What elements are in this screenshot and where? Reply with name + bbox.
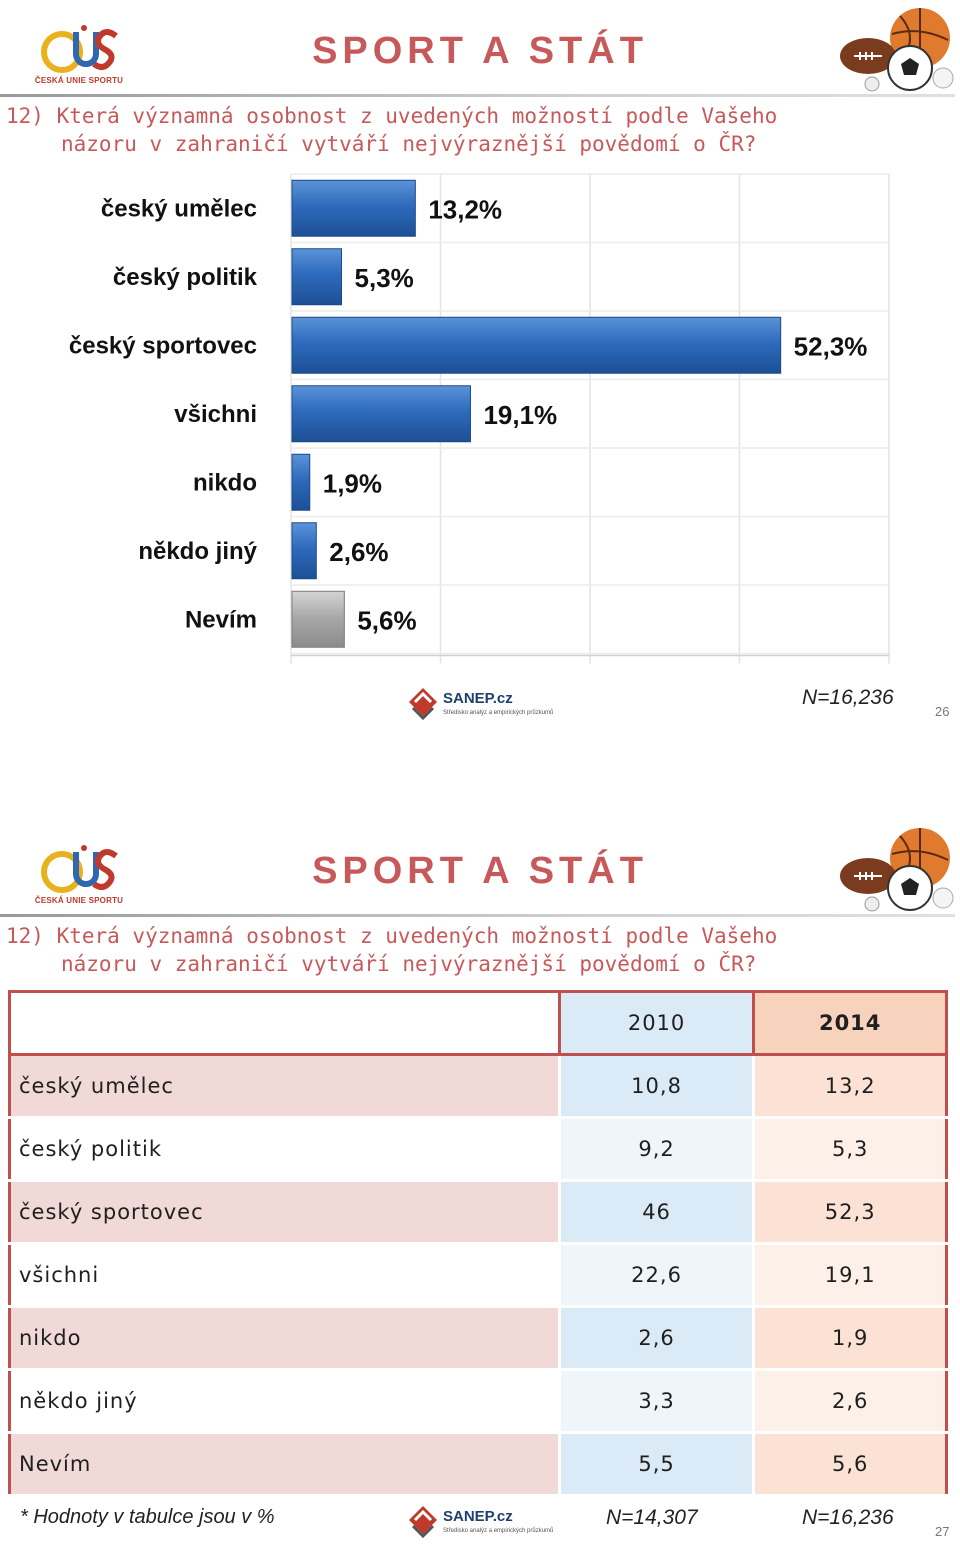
- chart-gridlines: [290, 173, 890, 664]
- slide-27: ČESKÁ UNIE SPORTU SPORT A STÁT 12) Která…: [0, 820, 960, 1542]
- sanep-logo: SANEP.cz Středisko analýz a empirických …: [405, 1502, 555, 1544]
- bar: [291, 453, 311, 511]
- data-label: 2,6%: [329, 537, 388, 567]
- category-label: někdo jiný: [138, 538, 257, 565]
- row-label: český politik: [9, 1117, 561, 1182]
- data-label: 52,3%: [794, 331, 868, 361]
- bar: [291, 522, 317, 580]
- bar: [291, 316, 782, 374]
- value-2010: 22,6: [559, 1243, 756, 1308]
- row-label: nikdo: [9, 1306, 561, 1371]
- sanep-logo: SANEP.cz Středisko analýz a empirických …: [405, 684, 555, 726]
- value-2014: 5,3: [753, 1117, 947, 1182]
- table-header-2010: 2010: [559, 991, 756, 1056]
- row-label: všichni: [9, 1243, 561, 1308]
- table-row: český sportovec 46 52,3: [9, 1180, 947, 1245]
- category-label: český politik: [113, 264, 258, 291]
- value-2010: 46: [559, 1180, 756, 1245]
- value-2014: 52,3: [753, 1180, 947, 1245]
- value-2014: 13,2: [753, 1054, 947, 1119]
- sample-size-note: N=16,236: [802, 686, 894, 709]
- question-line-2: názoru v zahraničí vytváří nejvýraznější…: [61, 952, 757, 976]
- slide-26: ČESKÁ UNIE SPORTU SPORT A STÁT 12) Která…: [0, 0, 960, 740]
- ceska-unie-sportu-logo: ČESKÁ UNIE SPORTU: [34, 840, 124, 908]
- bar: [291, 179, 416, 237]
- row-label: Nevím: [9, 1432, 561, 1497]
- question-line-1: 12) Která významná osobnost z uvedených …: [6, 104, 778, 128]
- value-2014: 2,6: [753, 1369, 947, 1434]
- sports-balls-icon: [840, 826, 955, 912]
- question-line-2: názoru v zahraničí vytváří nejvýraznější…: [61, 132, 757, 156]
- bar: [291, 248, 343, 306]
- sample-size-2010: N=14,307: [606, 1506, 698, 1529]
- ceska-unie-sportu-logo: ČESKÁ UNIE SPORTU: [34, 20, 124, 88]
- sanep-logo-text: SANEP.cz: [443, 1508, 513, 1525]
- value-2010: 2,6: [559, 1306, 756, 1371]
- data-label: 5,6%: [357, 605, 416, 635]
- table-footnote: * Hodnoty v tabulce jsou v %: [20, 1506, 275, 1528]
- sanep-logo-subtitle: Středisko analýz a empirických průzkumů: [443, 710, 554, 716]
- table-header-2014: 2014: [753, 991, 947, 1056]
- chart-data-labels: 13,2% 5,3% 52,3% 19,1% 1,9% 2,6% 5,6%: [323, 194, 868, 635]
- table-row: český politik 9,2 5,3: [9, 1117, 947, 1182]
- value-2014: 1,9: [753, 1306, 947, 1371]
- question-line-1: 12) Která významná osobnost z uvedených …: [6, 924, 778, 948]
- slide-title: SPORT A STÁT: [312, 850, 648, 892]
- value-2014: 5,6: [753, 1432, 947, 1497]
- data-label: 13,2%: [428, 194, 502, 224]
- sports-balls-icon: [840, 6, 955, 92]
- bar: [291, 385, 471, 443]
- data-label: 19,1%: [483, 400, 557, 430]
- category-label: nikdo: [193, 469, 257, 496]
- category-label: Nevím: [185, 606, 257, 633]
- sanep-mark-icon: [409, 688, 437, 721]
- value-2010: 5,5: [559, 1432, 756, 1497]
- value-2010: 9,2: [559, 1117, 756, 1182]
- sanep-mark-icon: [409, 1506, 437, 1539]
- table-row: nikdo 2,6 1,9: [9, 1306, 947, 1371]
- chart-bars: [291, 179, 782, 648]
- table-header-row: 2010 2014: [9, 991, 947, 1056]
- category-label: všichni: [174, 401, 257, 428]
- question-text: 12) Která významná osobnost z uvedených …: [6, 102, 936, 158]
- bar: [291, 590, 345, 648]
- category-label: český umělec: [101, 195, 257, 222]
- page-number: 27: [935, 1524, 950, 1539]
- table-row: někdo jiný 3,3 2,6: [9, 1369, 947, 1434]
- table-header-blank: [9, 991, 561, 1056]
- category-label: český sportovec: [69, 332, 257, 359]
- row-label: český umělec: [9, 1054, 561, 1119]
- comparison-table: 2010 2014 český umělec 10,8 13,2 český p…: [8, 990, 948, 1497]
- table-row: všichni 22,6 19,1: [9, 1243, 947, 1308]
- row-label: někdo jiný: [9, 1369, 561, 1434]
- cus-emblem-icon: [41, 25, 118, 73]
- data-label: 5,3%: [355, 263, 414, 293]
- sample-size-2014: N=16,236: [802, 1506, 894, 1529]
- table-row: český umělec 10,8 13,2: [9, 1054, 947, 1119]
- cus-emblem-icon: [41, 845, 118, 893]
- logo-caption: ČESKÁ UNIE SPORTU: [34, 76, 124, 85]
- value-2010: 3,3: [559, 1369, 756, 1434]
- row-label: český sportovec: [9, 1180, 561, 1245]
- data-label: 1,9%: [323, 468, 382, 498]
- sanep-logo-subtitle: Středisko analýz a empirických průzkumů: [443, 1528, 554, 1534]
- table-row: Nevím 5,5 5,6: [9, 1432, 947, 1497]
- chart-category-labels: český umělec český politik český sportovec…: [69, 195, 258, 633]
- horizontal-bar-chart: český umělec český politik český sportovec…: [69, 173, 890, 664]
- page-number: 26: [935, 704, 950, 719]
- header-rule: [0, 94, 955, 97]
- logo-caption: ČESKÁ UNIE SPORTU: [34, 896, 124, 905]
- value-2014: 19,1: [753, 1243, 947, 1308]
- header-rule: [0, 914, 955, 917]
- question-text: 12) Která významná osobnost z uvedených …: [6, 922, 936, 978]
- value-2010: 10,8: [559, 1054, 756, 1119]
- slide-title: SPORT A STÁT: [312, 30, 648, 72]
- sanep-logo-text: SANEP.cz: [443, 690, 513, 707]
